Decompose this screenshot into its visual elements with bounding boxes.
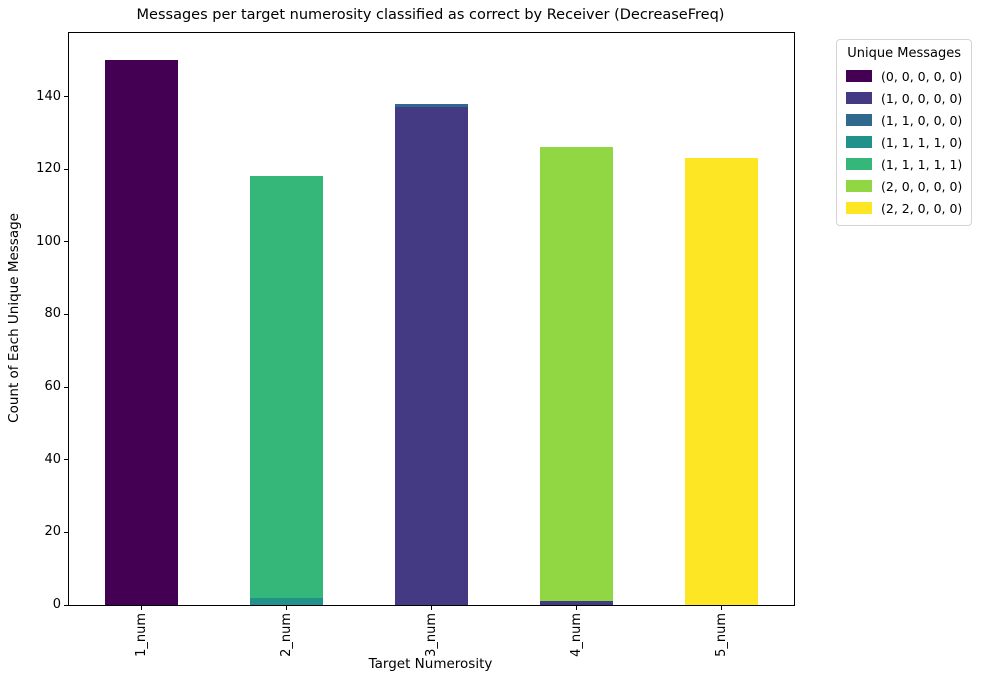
bar-segment (395, 107, 468, 605)
y-tick-label: 100 (36, 233, 61, 249)
y-tick-mark (64, 604, 68, 606)
legend-label: (2, 0, 0, 0, 0) (881, 178, 963, 194)
legend-swatch (846, 202, 872, 214)
x-tick-label: 5_num (714, 613, 729, 657)
legend-label: (1, 1, 1, 1, 1) (881, 156, 963, 172)
y-tick-mark (64, 313, 68, 315)
y-tick-label: 120 (36, 161, 61, 177)
legend-label: (1, 1, 1, 1, 0) (881, 134, 963, 150)
bar-segment (250, 176, 323, 598)
y-axis-label: Count of Each Unique Message (6, 213, 22, 423)
plot-area: 0 20 40 60 80 100 120 140 1_num 2_num 3_num 4_num 5_… (36, 32, 795, 657)
legend-swatch (846, 114, 872, 126)
x-tick-mark (431, 606, 432, 610)
legend-label: (1, 1, 0, 0, 0) (881, 112, 963, 128)
legend-row: (2, 2, 0, 0, 0) (846, 197, 962, 219)
legend-row: (0, 0, 0, 0, 0) (846, 65, 962, 87)
bar-segment (250, 597, 323, 605)
legend-row: (1, 0, 0, 0, 0) (846, 87, 962, 109)
x-axis-label: Target Numerosity (368, 656, 493, 672)
y-tick-mark (64, 241, 68, 243)
legend-title: Unique Messages (847, 46, 962, 61)
x-tick-label: 4_num (569, 613, 584, 657)
y-tick-mark (64, 386, 68, 388)
y-tick-label: 140 (36, 88, 61, 104)
y-tick-mark (64, 459, 68, 461)
legend-swatch (846, 70, 872, 82)
legend-swatch (846, 92, 872, 104)
bar-segment (105, 60, 178, 605)
legend-swatch (846, 158, 872, 170)
x-tick-label: 1_num (134, 613, 149, 657)
legend-row: (1, 1, 1, 1, 1) (846, 153, 962, 175)
y-tick-label: 40 (44, 451, 61, 467)
y-tick-label: 80 (44, 306, 61, 322)
y-tick-mark (64, 96, 68, 98)
bar-segment (685, 158, 758, 605)
x-tick-label: 3_num (424, 613, 439, 657)
legend-swatch (846, 136, 872, 148)
x-tick-mark (141, 606, 142, 610)
legend-row: (2, 0, 0, 0, 0) (846, 175, 962, 197)
legend-label: (1, 0, 0, 0, 0) (881, 90, 963, 106)
x-tick-mark (286, 606, 287, 610)
y-tick-mark (64, 168, 68, 170)
legend-row: (1, 1, 0, 0, 0) (846, 109, 962, 131)
x-tick-mark (576, 606, 577, 610)
legend-swatch (846, 180, 872, 192)
x-tick-label: 2_num (279, 613, 294, 657)
y-tick-label: 60 (44, 379, 61, 395)
y-tick-label: 20 (44, 524, 61, 540)
legend-items: (0, 0, 0, 0, 0) (1, 0, 0, 0, 0) (1, 1, 0, … (846, 65, 962, 219)
legend: Unique Messages (0, 0, 0, 0, 0) (1, 0, 0,… (836, 39, 973, 226)
y-tick-label: 0 (52, 597, 61, 612)
legend-label: (2, 2, 0, 0, 0) (881, 200, 963, 216)
bar-segment (395, 103, 468, 108)
legend-row: (1, 1, 1, 1, 0) (846, 131, 962, 153)
x-tick-mark (721, 606, 722, 610)
y-tick-mark (64, 531, 68, 533)
chart-title: Messages per target numerosity classifie… (136, 7, 725, 23)
legend-label: (0, 0, 0, 0, 0) (881, 68, 963, 84)
bar-segment (540, 147, 613, 602)
bar-segment (540, 601, 613, 605)
